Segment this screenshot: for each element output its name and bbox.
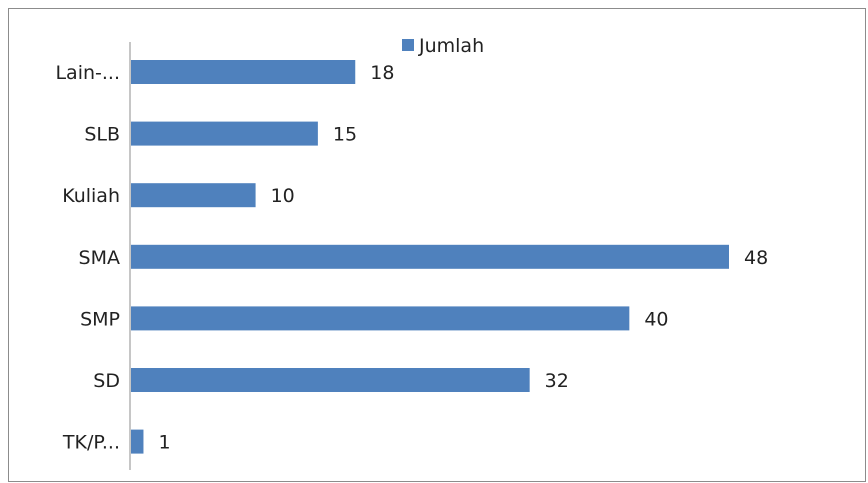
category-label-0: Lain-...	[55, 62, 120, 84]
value-label-1: 15	[333, 124, 357, 146]
legend-label: Jumlah	[418, 35, 484, 57]
value-label-5: 32	[545, 370, 569, 392]
bar-2	[131, 183, 256, 208]
legend: Jumlah	[402, 35, 484, 57]
category-label-6: TK/P...	[62, 432, 120, 454]
category-label-1: SLB	[84, 124, 120, 146]
value-label-6: 1	[158, 432, 170, 454]
bars	[131, 60, 729, 454]
category-labels: Lain-... SLB Kuliah SMA SMP SD TK/P...	[55, 62, 120, 454]
bar-1	[131, 121, 318, 146]
category-label-5: SD	[93, 370, 120, 392]
category-label-4: SMP	[80, 308, 120, 330]
bar-3	[131, 244, 729, 269]
bar-4	[131, 306, 630, 331]
value-label-2: 10	[271, 185, 295, 207]
category-label-2: Kuliah	[62, 185, 120, 207]
bar-0	[131, 60, 356, 84]
value-label-0: 18	[370, 62, 394, 84]
legend-swatch	[402, 39, 414, 51]
value-label-4: 40	[644, 308, 668, 330]
bar-5	[131, 368, 530, 392]
category-label-3: SMA	[79, 247, 120, 269]
bar-6	[131, 429, 144, 454]
value-label-3: 48	[744, 247, 768, 269]
value-labels: 18 15 10 48 40 32 1	[158, 62, 768, 454]
